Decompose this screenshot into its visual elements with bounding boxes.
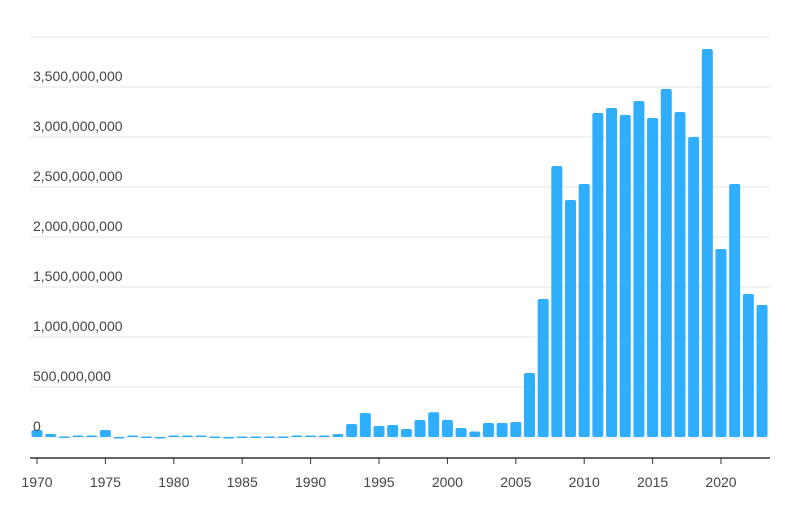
bar-2004 xyxy=(496,423,508,437)
bar-1997 xyxy=(400,429,412,437)
bar-1998 xyxy=(414,420,426,437)
bar-1973 xyxy=(72,435,84,437)
bar-2010 xyxy=(578,184,590,437)
bar-2021 xyxy=(729,184,741,437)
bar-1972 xyxy=(58,436,70,438)
bar-1994 xyxy=(359,413,371,437)
bar-2012 xyxy=(606,108,618,437)
bar-1981 xyxy=(181,435,193,437)
x-tick-label: 2010 xyxy=(569,474,600,490)
bar-2003 xyxy=(482,423,494,437)
bar-1985 xyxy=(236,436,248,438)
bar-2006 xyxy=(523,373,535,437)
bar-1987 xyxy=(264,436,276,438)
bar-1988 xyxy=(277,436,289,438)
bar-2005 xyxy=(510,422,522,437)
bar-1982 xyxy=(195,435,207,437)
bar-1977 xyxy=(127,435,139,437)
bar-2016 xyxy=(660,89,672,437)
bar-1995 xyxy=(373,426,385,437)
y-tick-label: 3,500,000,000 xyxy=(33,68,123,84)
bar-2009 xyxy=(565,200,577,437)
bar-1989 xyxy=(291,435,303,437)
x-tick-label: 1985 xyxy=(227,474,258,490)
bar-2017 xyxy=(674,112,686,437)
x-tick-label: 2020 xyxy=(705,474,736,490)
bar-2002 xyxy=(469,431,481,437)
bar-1978 xyxy=(140,436,152,438)
bar-1975 xyxy=(99,430,111,437)
bar-2008 xyxy=(551,166,563,437)
x-tick-label: 1990 xyxy=(295,474,326,490)
x-tick-label: 2015 xyxy=(637,474,668,490)
bar-1996 xyxy=(387,425,399,437)
y-tick-label: 0 xyxy=(33,418,41,434)
bar-1979 xyxy=(154,437,166,439)
bar-2000 xyxy=(441,420,453,437)
y-tick-label: 500,000,000 xyxy=(33,368,111,384)
y-tick-label: 2,000,000,000 xyxy=(33,218,123,234)
bar-1974 xyxy=(86,435,98,437)
bar-2011 xyxy=(592,113,604,437)
bar-1976 xyxy=(113,437,125,439)
bar-1986 xyxy=(250,436,262,438)
x-tick-label: 2000 xyxy=(432,474,463,490)
bar-2020 xyxy=(715,249,727,437)
bar-1991 xyxy=(318,435,330,437)
bar-1984 xyxy=(223,437,235,439)
x-tick-label: 1980 xyxy=(158,474,189,490)
bar-2013 xyxy=(619,115,631,437)
x-tick-label: 1975 xyxy=(90,474,121,490)
bar-2018 xyxy=(688,137,700,437)
bar-1999 xyxy=(428,412,440,437)
bar-1980 xyxy=(168,435,180,437)
bar-2019 xyxy=(701,49,713,437)
bar-1971 xyxy=(45,434,57,437)
bar-1992 xyxy=(332,434,344,437)
bar-1983 xyxy=(209,436,221,438)
bar-2015 xyxy=(647,118,659,437)
x-tick-label: 1995 xyxy=(363,474,394,490)
bar-2014 xyxy=(633,101,645,437)
bar-1970 xyxy=(31,430,43,437)
bar-2007 xyxy=(537,299,549,437)
y-tick-label: 1,500,000,000 xyxy=(33,268,123,284)
x-tick-label: 2005 xyxy=(500,474,531,490)
bar-2001 xyxy=(455,428,467,437)
bar-2022 xyxy=(742,294,754,437)
y-tick-label: 1,000,000,000 xyxy=(33,318,123,334)
bar-2023 xyxy=(756,305,768,437)
bar-1993 xyxy=(346,424,358,437)
bar-1990 xyxy=(305,435,317,437)
y-tick-label: 3,000,000,000 xyxy=(33,118,123,134)
x-tick-label: 1970 xyxy=(21,474,52,490)
y-tick-label: 2,500,000,000 xyxy=(33,168,123,184)
